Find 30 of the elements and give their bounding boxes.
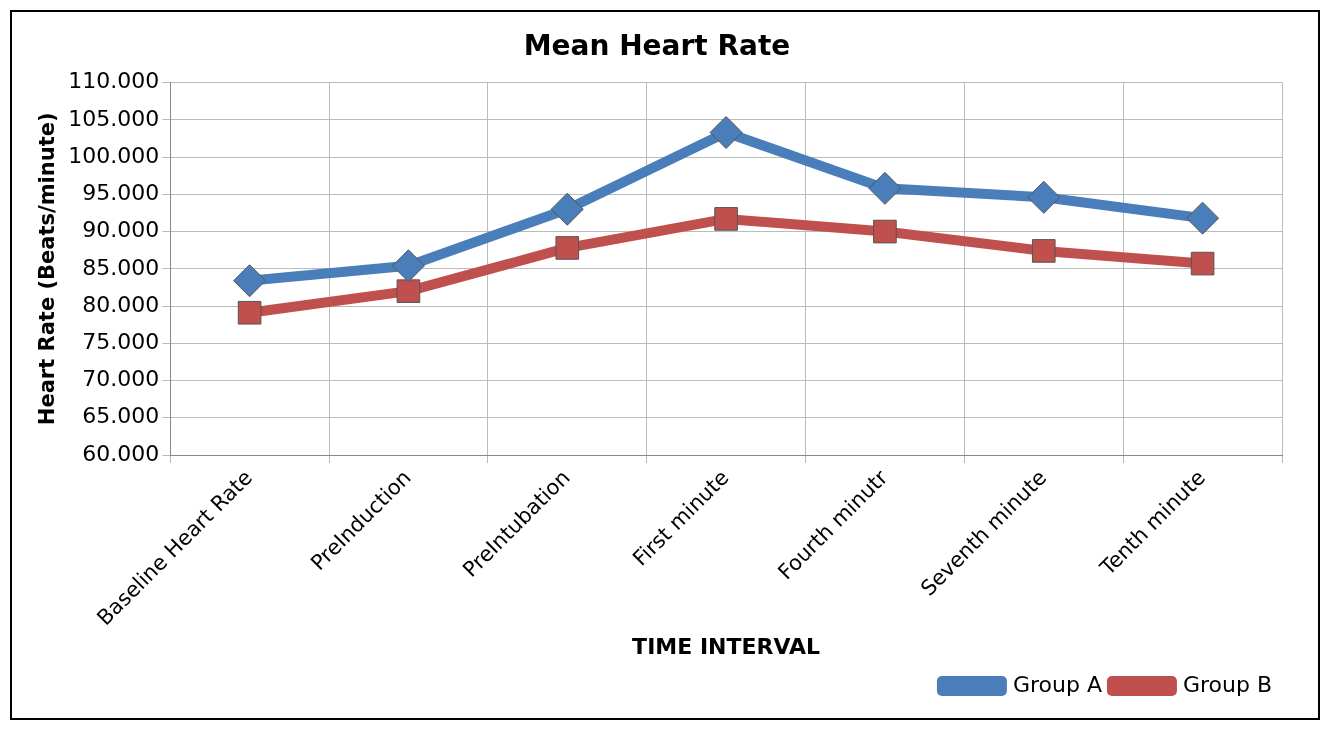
point bbox=[233, 264, 267, 298]
y-tick-label: 105.000 bbox=[68, 105, 160, 131]
point bbox=[237, 300, 262, 325]
point bbox=[873, 219, 897, 244]
y-tick-label: 65.000 bbox=[82, 403, 160, 429]
point bbox=[555, 236, 580, 260]
point bbox=[868, 171, 902, 205]
point bbox=[1031, 239, 1056, 263]
point bbox=[714, 207, 738, 231]
chart-title: Mean Heart Rate bbox=[523, 29, 791, 63]
legend-label: Group B bbox=[1182, 671, 1273, 697]
y-tick-label: 70.000 bbox=[82, 366, 160, 392]
x-axis-title: TIME INTERVAL bbox=[632, 633, 821, 659]
point bbox=[1190, 251, 1215, 276]
y-tick-label: 60.000 bbox=[82, 440, 160, 466]
y-tick-label: 80.000 bbox=[82, 291, 160, 317]
point bbox=[391, 249, 425, 283]
point bbox=[1027, 180, 1061, 214]
point bbox=[1186, 201, 1220, 235]
y-tick-label: 85.000 bbox=[82, 254, 160, 280]
y-tick-label: 95.000 bbox=[82, 180, 160, 206]
y-tick-label: 90.000 bbox=[82, 217, 160, 243]
y-tick-label: 75.000 bbox=[82, 329, 160, 354]
y-tick-label: 110.000 bbox=[68, 68, 160, 94]
point bbox=[550, 192, 584, 226]
legend-label: Group A bbox=[1012, 671, 1102, 697]
y-axis-title: Heart Rate (Beats/minute) bbox=[35, 112, 60, 426]
point bbox=[709, 116, 743, 149]
y-tick-label: 100.000 bbox=[68, 142, 160, 168]
point bbox=[396, 279, 421, 303]
